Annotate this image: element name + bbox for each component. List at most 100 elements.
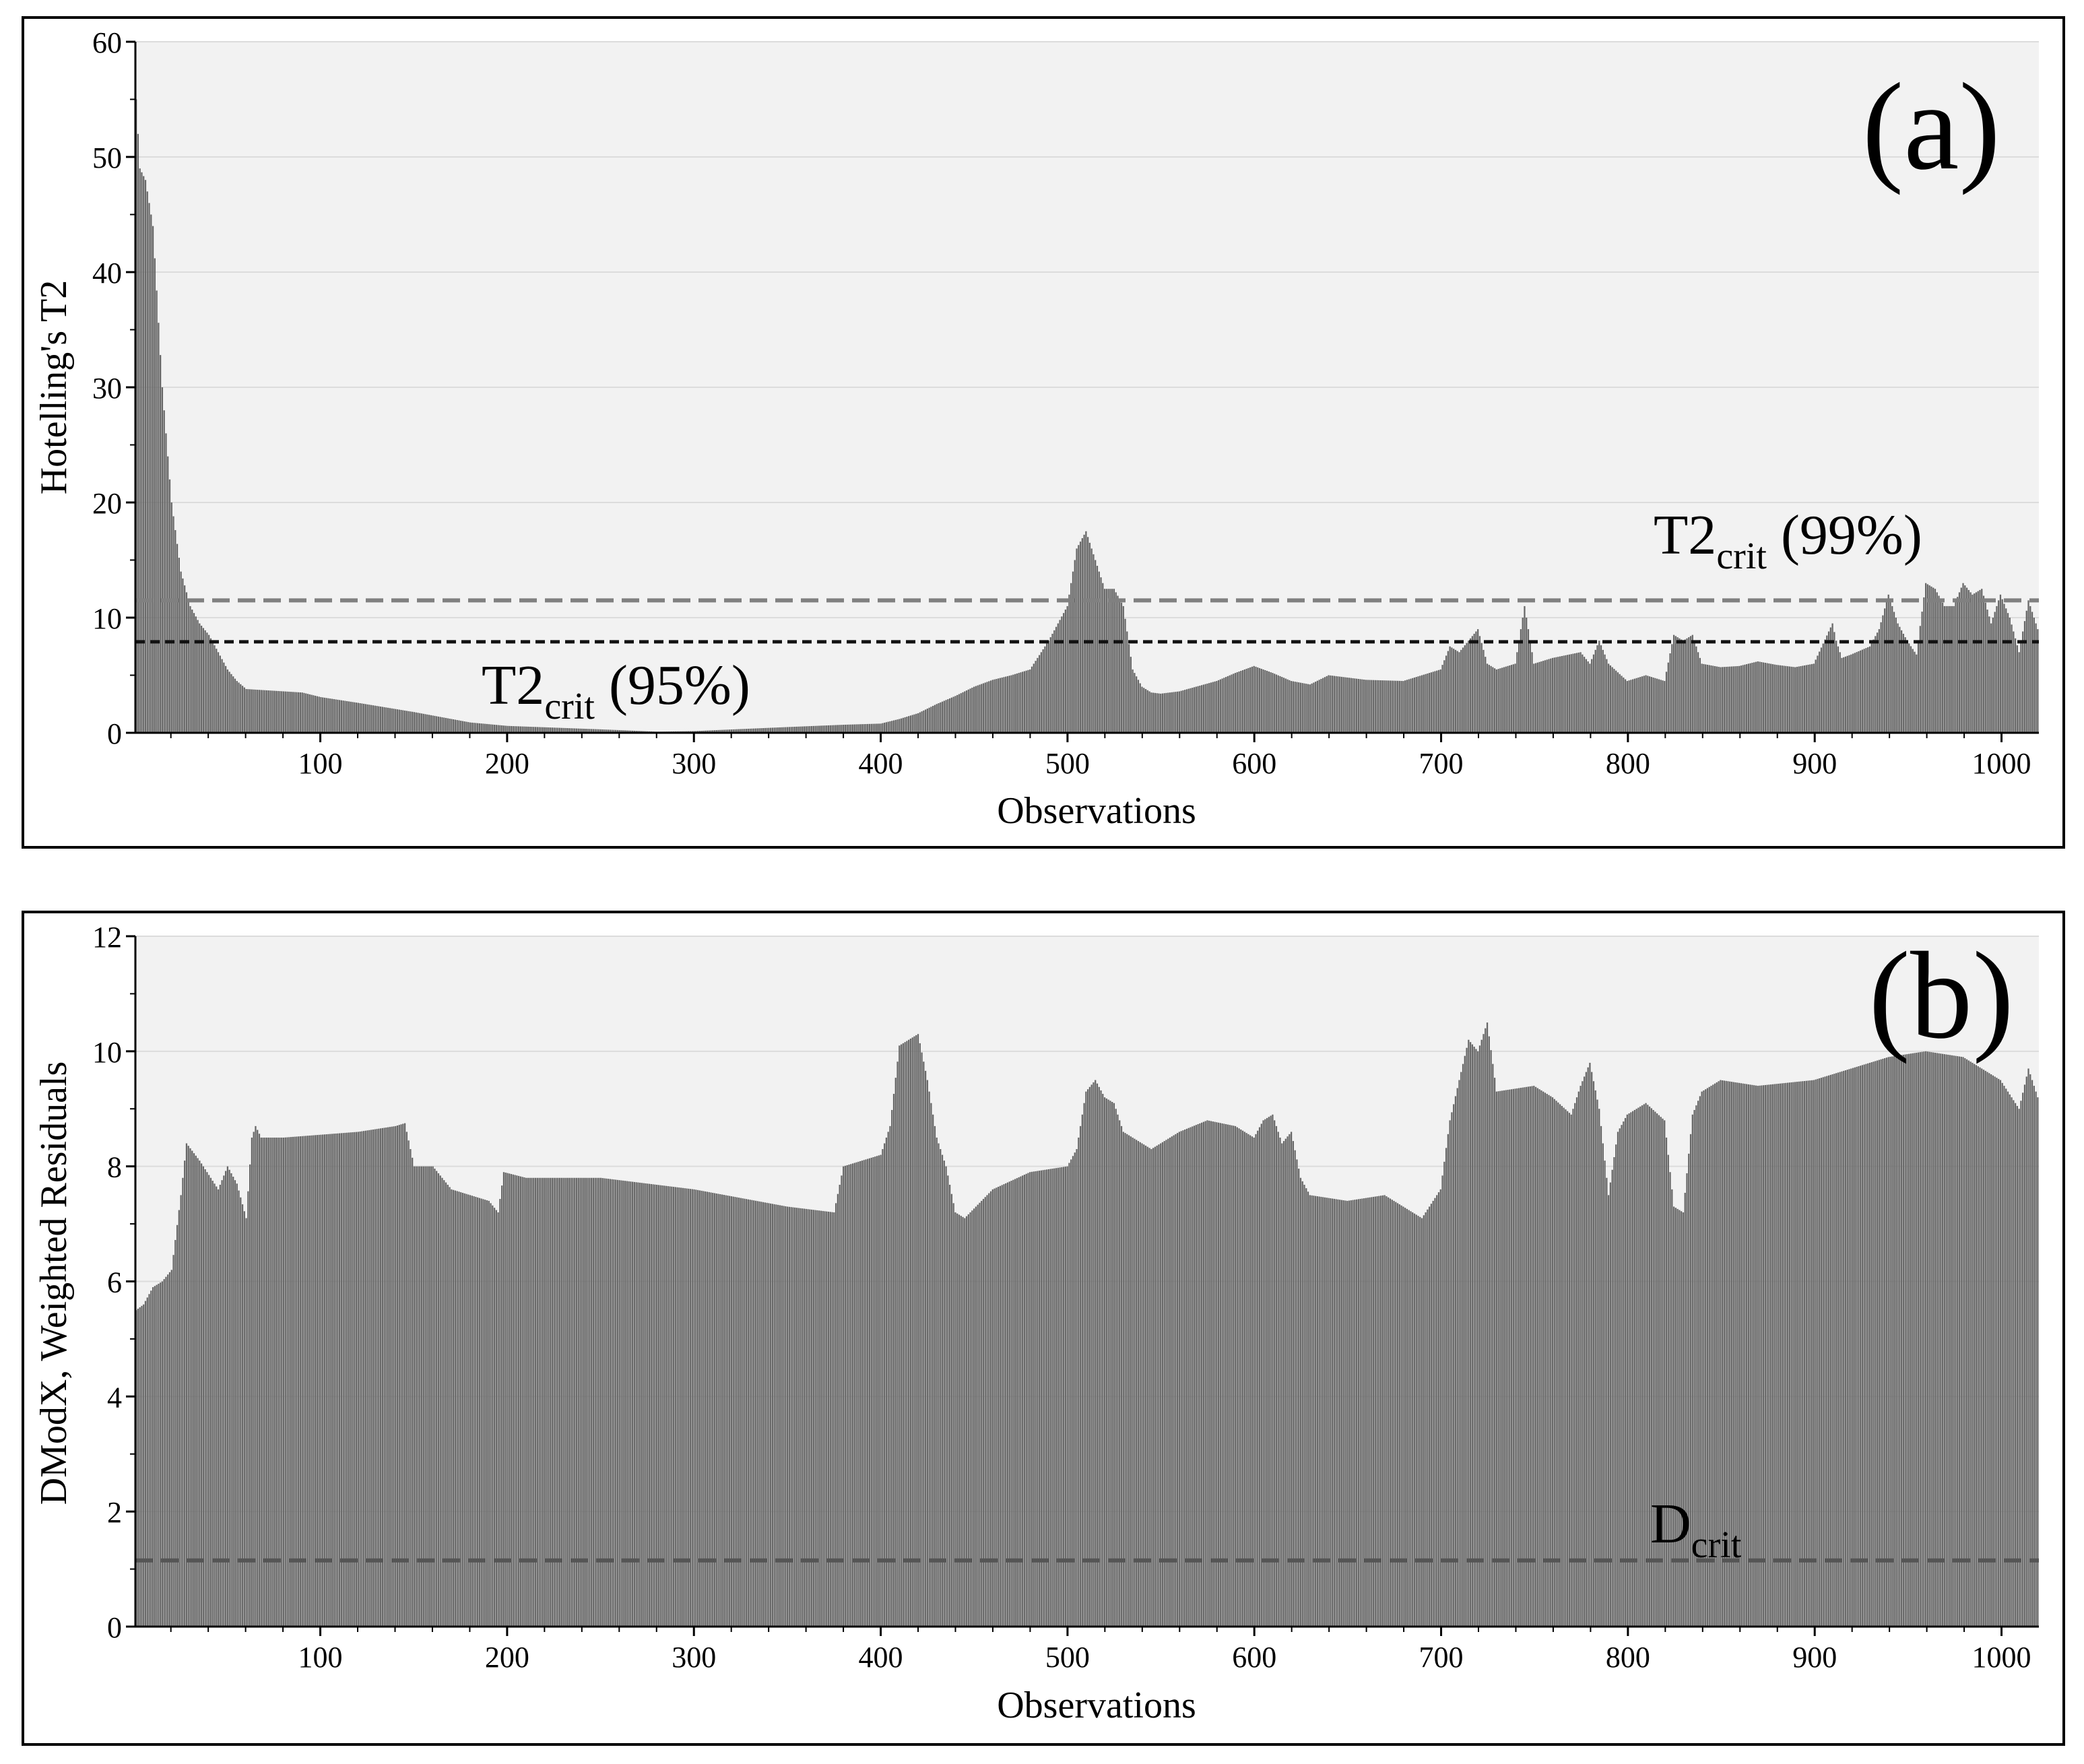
bar	[1932, 1052, 1934, 1627]
bar	[1940, 599, 1942, 733]
bar	[958, 694, 960, 733]
bar	[211, 1181, 214, 1627]
bar	[453, 1189, 455, 1627]
bar	[1916, 654, 1918, 733]
bar	[1255, 1134, 1257, 1627]
bar	[680, 1187, 682, 1627]
bar	[1150, 1149, 1152, 1627]
bar	[1453, 649, 1455, 733]
bar	[1565, 1109, 1567, 1627]
bar	[971, 687, 973, 733]
bar	[199, 1161, 201, 1627]
bar	[887, 721, 889, 733]
bar	[1462, 1064, 1464, 1627]
bar	[1103, 589, 1106, 733]
bar	[1367, 1198, 1369, 1627]
bar	[1357, 1199, 1360, 1627]
bar	[1945, 606, 1947, 733]
bar	[764, 1202, 766, 1627]
bar	[557, 1177, 559, 1627]
bar	[396, 709, 399, 733]
bar	[926, 1080, 928, 1627]
bar	[224, 665, 227, 733]
bar	[258, 690, 261, 733]
bar	[550, 1177, 552, 1627]
bar	[829, 725, 831, 733]
bar	[262, 690, 264, 733]
bar	[1264, 669, 1266, 733]
bar	[885, 722, 888, 733]
bar	[301, 1136, 303, 1627]
bar	[182, 1177, 184, 1627]
bar	[1173, 1135, 1175, 1627]
bar	[1301, 683, 1303, 733]
y-tick-label: 2	[107, 1496, 122, 1529]
bar	[1643, 1104, 1645, 1627]
bar	[1490, 1050, 1492, 1627]
bar	[1582, 1081, 1584, 1627]
bar	[1518, 641, 1520, 733]
bar	[1085, 531, 1087, 733]
bar	[835, 725, 837, 733]
bar	[2035, 623, 2037, 733]
bar	[1538, 1089, 1540, 1627]
bar	[1270, 672, 1272, 733]
bar	[1122, 606, 1124, 733]
bar	[688, 1188, 690, 1627]
bar	[517, 1175, 520, 1627]
bar	[1882, 615, 1884, 733]
bar	[1408, 1210, 1410, 1627]
bar	[908, 1039, 910, 1627]
bar	[1109, 1101, 1111, 1627]
bar	[1786, 666, 1789, 733]
bar	[1887, 1057, 1889, 1627]
bar	[703, 1191, 705, 1627]
bar	[2003, 1086, 2005, 1627]
bar	[1984, 1070, 1986, 1627]
bar	[454, 1190, 457, 1627]
bar	[837, 1194, 839, 1627]
bar	[1333, 1198, 1335, 1627]
bar	[1298, 682, 1300, 733]
bar	[695, 1189, 697, 1627]
bar	[428, 715, 430, 733]
bar	[1488, 665, 1490, 733]
bar	[892, 1094, 895, 1627]
bar	[1674, 636, 1677, 733]
bar	[1910, 1053, 1912, 1627]
bar	[947, 1175, 949, 1627]
bar	[1660, 680, 1662, 733]
bar	[753, 728, 755, 733]
bar	[393, 709, 395, 733]
bar	[1217, 680, 1220, 733]
bar	[504, 1172, 507, 1627]
bar	[848, 1165, 850, 1627]
bar	[1714, 1083, 1716, 1627]
bar	[1936, 592, 1938, 733]
bar	[2027, 600, 2029, 733]
bar	[923, 1061, 925, 1627]
bar	[1656, 1113, 1658, 1627]
bar	[202, 1166, 205, 1627]
bar	[1561, 1105, 1563, 1627]
bar	[1803, 665, 1806, 733]
bar	[228, 1169, 230, 1627]
bar	[770, 727, 772, 733]
bar	[1139, 683, 1141, 733]
bar	[1330, 1198, 1332, 1627]
bar	[378, 1128, 380, 1627]
bar	[1928, 585, 1930, 733]
bar	[1395, 1202, 1397, 1627]
bar	[195, 1155, 197, 1627]
bar	[835, 1203, 837, 1627]
bar	[777, 727, 779, 733]
bar	[766, 727, 768, 733]
bar	[1902, 633, 1905, 733]
y-tick-label: 50	[92, 141, 122, 174]
bar	[928, 707, 930, 733]
bar	[1768, 1084, 1770, 1627]
bar	[919, 712, 921, 733]
bar	[1064, 1167, 1067, 1627]
bar	[1766, 663, 1768, 733]
bar	[1619, 1128, 1621, 1627]
